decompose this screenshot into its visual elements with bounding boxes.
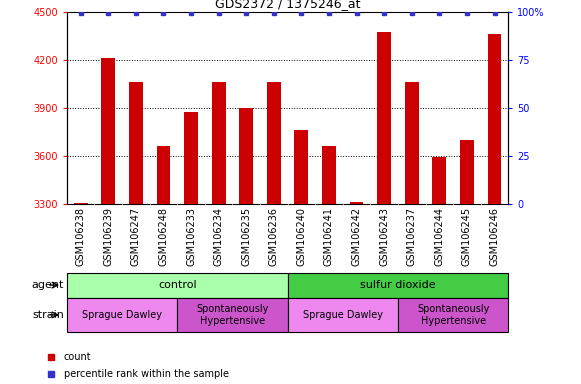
Text: count: count — [64, 352, 91, 362]
Bar — [432, 157, 446, 204]
Text: strain: strain — [32, 310, 64, 320]
Text: GSM106239: GSM106239 — [103, 207, 113, 266]
Bar — [67, 273, 288, 298]
Text: GSM106237: GSM106237 — [407, 207, 417, 266]
Bar — [295, 130, 309, 204]
Text: GSM106240: GSM106240 — [296, 207, 306, 266]
Text: GSM106246: GSM106246 — [490, 207, 500, 266]
Bar — [239, 108, 253, 204]
Bar — [267, 82, 281, 204]
Text: sulfur dioxide: sulfur dioxide — [360, 280, 436, 290]
Text: GSM106236: GSM106236 — [269, 207, 279, 266]
Text: GSM106247: GSM106247 — [131, 207, 141, 266]
Text: GSM106242: GSM106242 — [352, 207, 361, 266]
Text: control: control — [158, 280, 196, 290]
Bar — [177, 298, 288, 332]
Text: GSM106235: GSM106235 — [241, 207, 251, 266]
Text: Spontaneously
Hypertensive: Spontaneously Hypertensive — [196, 304, 268, 326]
Bar — [129, 82, 143, 204]
Text: GSM106241: GSM106241 — [324, 207, 334, 266]
Title: GDS2372 / 1375246_at: GDS2372 / 1375246_at — [215, 0, 360, 10]
Bar — [156, 146, 170, 204]
Bar — [101, 58, 115, 204]
Text: agent: agent — [31, 280, 64, 290]
Text: GSM106244: GSM106244 — [435, 207, 444, 266]
Bar — [487, 34, 501, 204]
Text: Sprague Dawley: Sprague Dawley — [82, 310, 162, 320]
Bar — [460, 139, 474, 204]
Text: percentile rank within the sample: percentile rank within the sample — [64, 369, 229, 379]
Bar — [322, 146, 336, 204]
Bar — [184, 112, 198, 204]
Text: GSM106248: GSM106248 — [159, 207, 168, 266]
Text: GSM106243: GSM106243 — [379, 207, 389, 266]
Bar — [288, 273, 508, 298]
Text: GSM106245: GSM106245 — [462, 207, 472, 266]
Bar — [377, 32, 391, 204]
Bar — [74, 203, 88, 204]
Text: GSM106233: GSM106233 — [186, 207, 196, 266]
Text: GSM106234: GSM106234 — [214, 207, 224, 266]
Bar — [67, 298, 177, 332]
Text: Sprague Dawley: Sprague Dawley — [303, 310, 383, 320]
Bar — [405, 82, 419, 204]
Bar — [398, 298, 508, 332]
Bar — [211, 82, 225, 204]
Bar — [350, 202, 364, 204]
Text: Spontaneously
Hypertensive: Spontaneously Hypertensive — [417, 304, 489, 326]
Bar — [288, 298, 398, 332]
Text: GSM106238: GSM106238 — [76, 207, 85, 266]
